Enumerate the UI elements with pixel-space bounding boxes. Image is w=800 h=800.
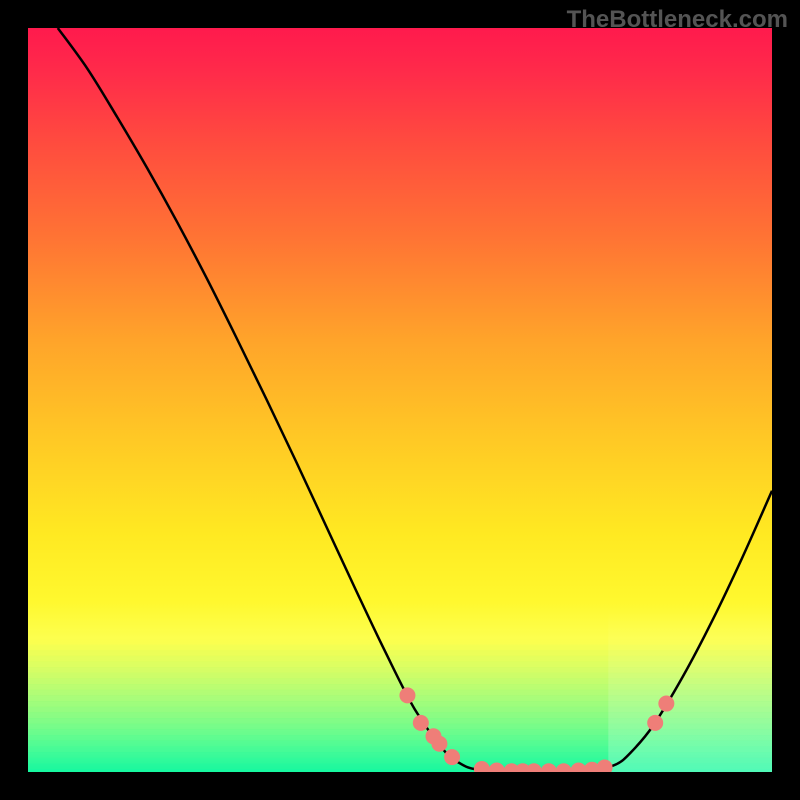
data-marker xyxy=(658,696,674,712)
data-marker xyxy=(526,763,542,772)
data-marker xyxy=(556,763,572,772)
data-marker xyxy=(541,763,557,772)
data-marker xyxy=(399,687,415,703)
data-marker xyxy=(444,749,460,765)
data-marker xyxy=(413,715,429,731)
bottleneck-curve xyxy=(58,28,772,772)
data-markers xyxy=(399,687,674,772)
data-marker xyxy=(489,763,505,772)
chart-overlay xyxy=(28,28,772,772)
data-marker xyxy=(431,736,447,752)
watermark-text: TheBottleneck.com xyxy=(567,6,788,34)
plot-area xyxy=(28,28,772,772)
data-marker xyxy=(597,760,613,772)
data-marker xyxy=(647,715,663,731)
data-marker xyxy=(474,761,490,772)
